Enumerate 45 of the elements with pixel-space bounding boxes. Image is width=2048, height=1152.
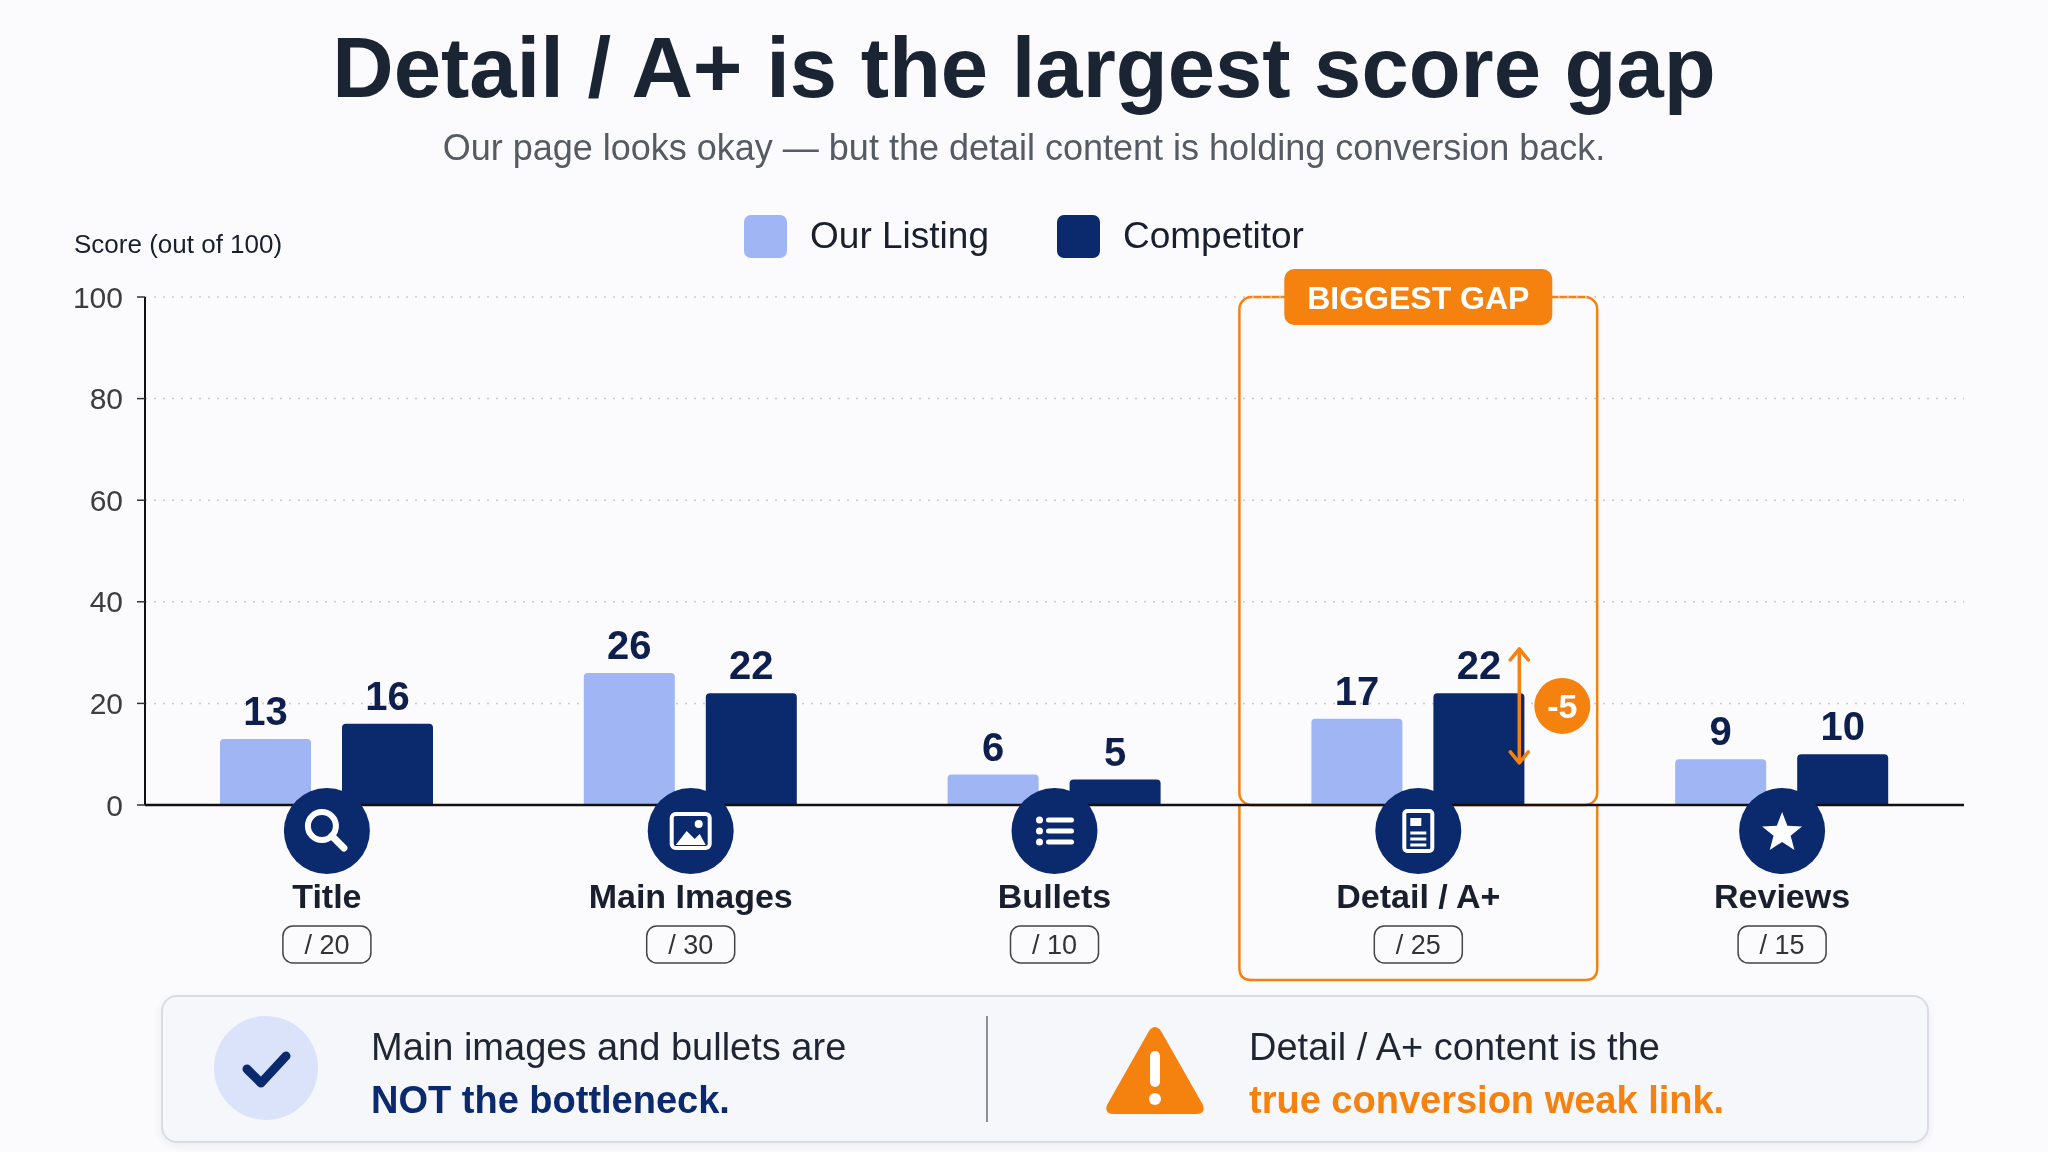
y-axis-title: Score (out of 100): [74, 228, 283, 260]
data-label: 6: [981, 724, 1005, 769]
chart-subtitle: Our page looks okay — but the detail content is holding conversion back.: [441, 126, 1607, 170]
data-label: 5: [1103, 729, 1127, 774]
bar: [1311, 718, 1403, 805]
data-label: 16: [365, 673, 410, 718]
x-tick-label: Bullets: [997, 877, 1112, 915]
x-tick-label: Detail / A+: [1336, 877, 1501, 915]
text: / 15: [1759, 930, 1805, 960]
data-label: 26: [607, 622, 652, 667]
text: Main images and bullets are: [371, 1025, 847, 1070]
x-tick-label: Title: [292, 877, 362, 915]
y-tick-label: 0: [106, 788, 123, 822]
bar: [705, 693, 797, 805]
y-tick-label: 100: [72, 280, 123, 314]
legend-label: Our Listing: [810, 214, 989, 258]
text: / 30: [668, 930, 714, 960]
data-label: 22: [729, 643, 774, 688]
bar: [583, 672, 675, 805]
data-label: 17: [1334, 668, 1380, 713]
text: Detail / A+ content is the: [1249, 1025, 1660, 1070]
band-label: BIGGEST GAP: [1307, 280, 1530, 316]
y-tick-label: 80: [89, 382, 123, 416]
text: / 25: [1395, 930, 1441, 960]
y-tick-label: 40: [89, 585, 123, 619]
x-tick-label: Reviews: [1714, 877, 1851, 915]
data-label: 9: [1709, 709, 1732, 754]
text: NOT the bottleneck.: [371, 1078, 730, 1123]
data-label: 13: [243, 688, 288, 733]
bar: [220, 738, 311, 805]
bar: [1797, 754, 1889, 805]
bar: [1675, 759, 1767, 805]
y-tick-label: 20: [89, 687, 123, 721]
y-tick-label: 60: [89, 483, 123, 517]
text: true conversion weak link.: [1249, 1078, 1725, 1123]
legend-label: Competitor: [1122, 214, 1304, 258]
text: / 10: [1031, 930, 1078, 960]
bar: [1433, 693, 1525, 805]
data-label: 10: [1820, 704, 1865, 749]
chart-title: Detail / A+ is the largest score gap: [331, 19, 1717, 117]
text: / 20: [304, 930, 350, 960]
bar: [342, 723, 433, 805]
x-tick-label: Main Images: [588, 877, 793, 915]
data-label: 22: [1456, 643, 1502, 688]
annotation: -5: [1547, 686, 1578, 725]
